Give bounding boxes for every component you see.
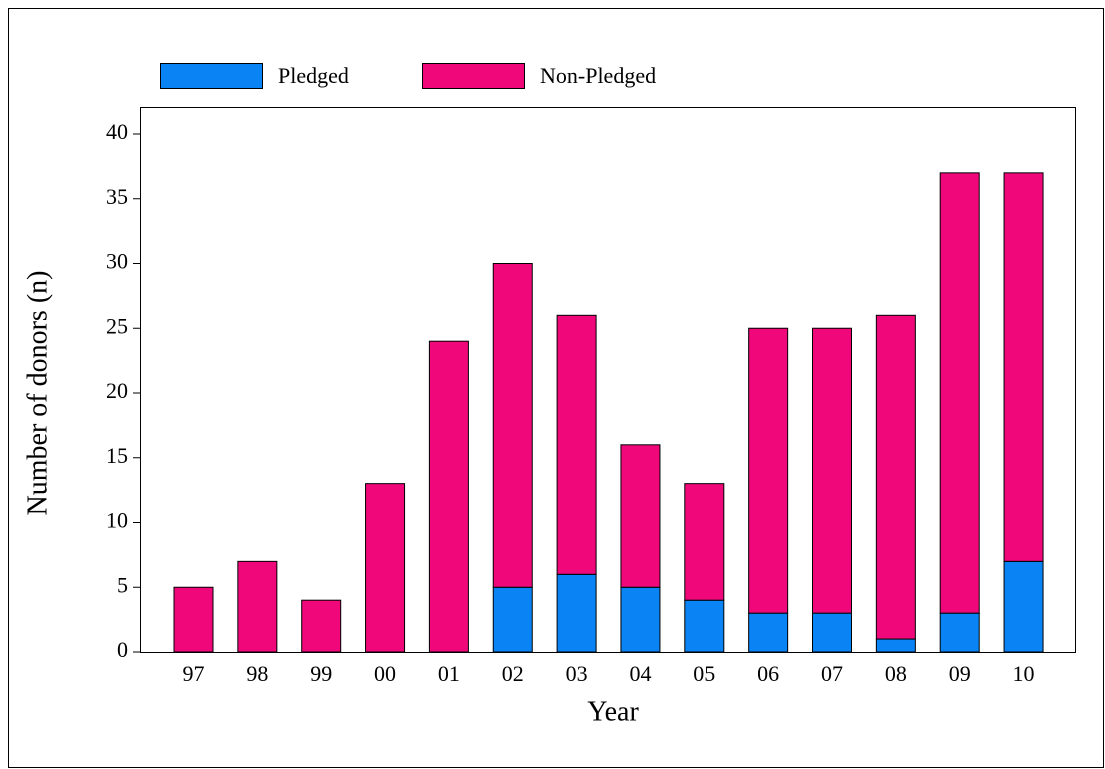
x-tick-label: 07 bbox=[821, 661, 843, 686]
bar-segment bbox=[748, 612, 789, 653]
x-tick-label: 99 bbox=[310, 661, 332, 686]
y-tick-label: 20 bbox=[106, 378, 128, 403]
outer-border bbox=[8, 8, 1104, 768]
y-tick-label: 30 bbox=[106, 249, 128, 274]
x-tick-label: 03 bbox=[566, 661, 588, 686]
x-tick-label: 02 bbox=[502, 661, 524, 686]
y-tick-label: 10 bbox=[106, 508, 128, 533]
bar-segment bbox=[684, 483, 725, 601]
y-tick-label: 40 bbox=[106, 119, 128, 144]
y-tick-label: 25 bbox=[106, 313, 128, 338]
x-tick-label: 97 bbox=[183, 661, 205, 686]
x-tick-label: 04 bbox=[629, 661, 651, 686]
legend-swatch bbox=[160, 63, 263, 89]
x-tick-label: 00 bbox=[374, 661, 396, 686]
x-tick-label: 10 bbox=[1013, 661, 1035, 686]
bar-segment bbox=[1003, 560, 1044, 653]
bar-segment bbox=[812, 612, 852, 653]
bar-segment bbox=[237, 560, 278, 653]
bar-segment bbox=[1003, 172, 1044, 562]
bar-segment bbox=[875, 638, 916, 653]
bar-segment bbox=[365, 483, 406, 653]
y-tick-label: 5 bbox=[117, 572, 128, 597]
bar-segment bbox=[301, 599, 342, 653]
x-tick-label: 05 bbox=[693, 661, 715, 686]
legend-label: Pledged bbox=[278, 63, 349, 88]
bar-segment bbox=[620, 586, 661, 653]
bar-segment bbox=[812, 327, 852, 614]
x-tick-label: 01 bbox=[438, 661, 460, 686]
bar-segment bbox=[684, 599, 725, 653]
bar-segment bbox=[939, 172, 980, 614]
plot-frame bbox=[140, 107, 1076, 653]
bar-segment bbox=[492, 263, 533, 588]
x-tick-label: 06 bbox=[757, 661, 779, 686]
bar-segment bbox=[173, 586, 214, 653]
bar-segment bbox=[556, 314, 597, 575]
x-tick-label: 09 bbox=[949, 661, 971, 686]
y-tick-label: 35 bbox=[106, 184, 128, 209]
bar-segment bbox=[620, 444, 661, 588]
y-tick-label: 0 bbox=[117, 637, 128, 662]
bar-segment bbox=[492, 586, 533, 653]
bar-segment bbox=[556, 573, 597, 653]
legend-swatch bbox=[422, 63, 525, 89]
y-tick-label: 15 bbox=[106, 443, 128, 468]
x-axis-label: Year bbox=[587, 696, 639, 727]
y-axis-label: Number of donors (n) bbox=[22, 271, 53, 516]
bar-segment bbox=[875, 314, 916, 640]
legend-label: Non-Pledged bbox=[540, 63, 656, 88]
x-tick-label: 08 bbox=[885, 661, 907, 686]
bar-segment bbox=[939, 612, 980, 653]
x-tick-label: 98 bbox=[246, 661, 268, 686]
bar-segment bbox=[428, 340, 469, 653]
bar-segment bbox=[748, 327, 789, 614]
